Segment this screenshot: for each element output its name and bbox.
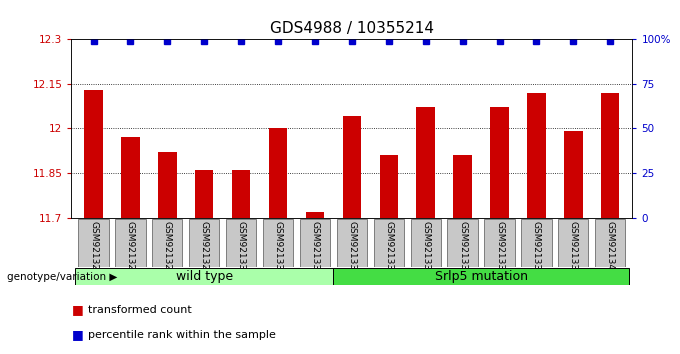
FancyBboxPatch shape bbox=[333, 268, 629, 285]
FancyBboxPatch shape bbox=[522, 219, 551, 267]
Text: GSM921338: GSM921338 bbox=[532, 221, 541, 276]
FancyBboxPatch shape bbox=[116, 219, 146, 267]
Text: GSM921340: GSM921340 bbox=[606, 221, 615, 276]
Text: GSM921331: GSM921331 bbox=[273, 221, 283, 276]
Text: wild type: wild type bbox=[175, 270, 233, 283]
Bar bbox=[527, 93, 545, 218]
FancyBboxPatch shape bbox=[374, 219, 404, 267]
FancyBboxPatch shape bbox=[226, 219, 256, 267]
Bar bbox=[158, 152, 177, 218]
Text: ■: ■ bbox=[71, 328, 83, 341]
Bar bbox=[601, 93, 619, 218]
FancyBboxPatch shape bbox=[263, 219, 293, 267]
Text: ■: ■ bbox=[71, 303, 83, 316]
FancyBboxPatch shape bbox=[75, 268, 333, 285]
Text: Srlp5 mutation: Srlp5 mutation bbox=[435, 270, 528, 283]
FancyBboxPatch shape bbox=[78, 219, 109, 267]
Text: GSM921330: GSM921330 bbox=[237, 221, 245, 276]
Bar bbox=[454, 155, 472, 218]
Text: GSM921329: GSM921329 bbox=[200, 221, 209, 276]
Bar bbox=[195, 170, 214, 218]
Text: GSM921327: GSM921327 bbox=[126, 221, 135, 276]
FancyBboxPatch shape bbox=[484, 219, 515, 267]
Bar bbox=[379, 155, 398, 218]
Text: GSM921334: GSM921334 bbox=[384, 221, 393, 276]
FancyBboxPatch shape bbox=[411, 219, 441, 267]
Text: GSM921328: GSM921328 bbox=[163, 221, 172, 276]
FancyBboxPatch shape bbox=[337, 219, 367, 267]
Bar bbox=[84, 90, 103, 218]
Bar bbox=[343, 116, 361, 218]
Text: GSM921339: GSM921339 bbox=[569, 221, 578, 276]
Bar bbox=[121, 137, 139, 218]
Text: GSM921333: GSM921333 bbox=[347, 221, 356, 276]
Text: GSM921326: GSM921326 bbox=[89, 221, 98, 276]
FancyBboxPatch shape bbox=[558, 219, 588, 267]
FancyBboxPatch shape bbox=[300, 219, 330, 267]
Bar bbox=[490, 108, 509, 218]
Bar bbox=[232, 170, 250, 218]
FancyBboxPatch shape bbox=[447, 219, 478, 267]
Text: genotype/variation ▶: genotype/variation ▶ bbox=[7, 272, 117, 282]
Text: GSM921336: GSM921336 bbox=[458, 221, 467, 276]
Bar bbox=[564, 131, 583, 218]
Bar bbox=[416, 108, 435, 218]
Title: GDS4988 / 10355214: GDS4988 / 10355214 bbox=[270, 21, 434, 36]
Text: GSM921332: GSM921332 bbox=[311, 221, 320, 276]
Bar bbox=[269, 129, 288, 218]
Text: transformed count: transformed count bbox=[88, 305, 192, 315]
Bar bbox=[306, 212, 324, 218]
FancyBboxPatch shape bbox=[595, 219, 626, 267]
FancyBboxPatch shape bbox=[189, 219, 220, 267]
Text: GSM921337: GSM921337 bbox=[495, 221, 504, 276]
Text: percentile rank within the sample: percentile rank within the sample bbox=[88, 330, 276, 339]
Text: GSM921335: GSM921335 bbox=[421, 221, 430, 276]
FancyBboxPatch shape bbox=[152, 219, 182, 267]
